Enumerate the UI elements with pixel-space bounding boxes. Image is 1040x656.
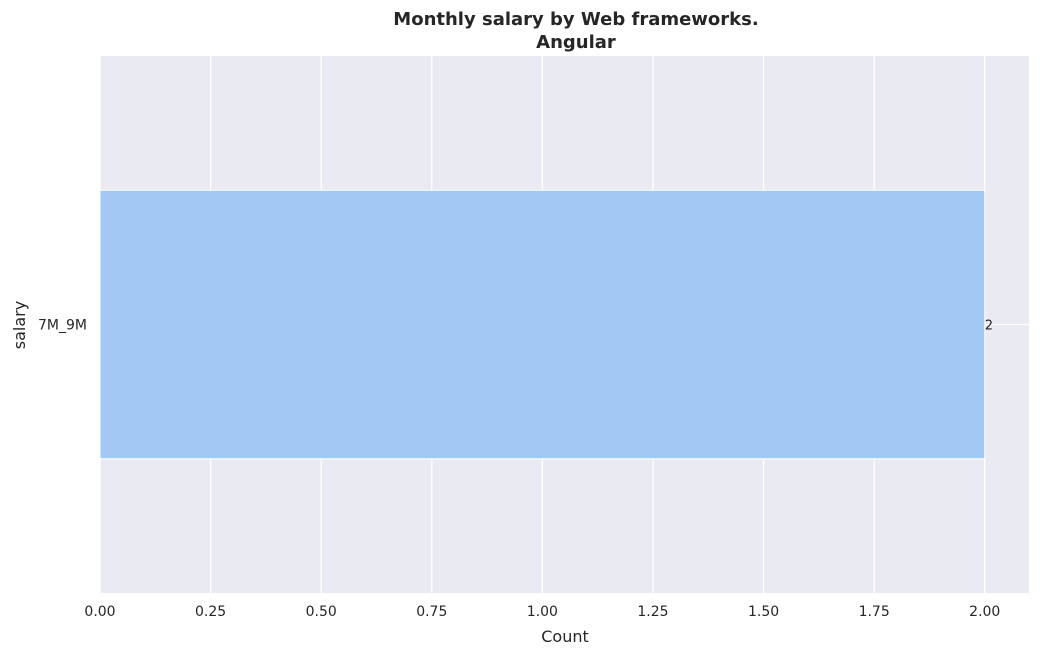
x-tick-label: 1.00 <box>527 604 558 620</box>
y-tick-label: 7M_9M <box>38 318 87 334</box>
y-tick-labels: 7M_9M <box>38 318 87 334</box>
x-tick-label: 0.00 <box>84 604 115 620</box>
chart-subtitle: Angular <box>536 32 616 53</box>
x-tick-label: 0.50 <box>306 604 337 620</box>
x-tick-label: 1.25 <box>637 604 668 620</box>
x-tick-label: 1.50 <box>748 604 779 620</box>
chart-title: Monthly salary by Web frameworks. <box>393 9 758 30</box>
x-tick-label: 2.00 <box>969 604 1000 620</box>
x-tick-label: 0.75 <box>416 604 447 620</box>
x-tick-label: 1.75 <box>859 604 890 620</box>
x-tick-label: 0.25 <box>195 604 226 620</box>
bars <box>99 189 986 460</box>
x-tick-labels: 0.00 0.25 0.50 0.75 1.00 1.25 1.50 1.75 2.00 <box>84 604 1000 620</box>
x-axis-label: Count <box>541 627 589 646</box>
y-axis-label: salary <box>10 301 29 349</box>
data-labels: 2 <box>985 319 993 334</box>
bar-value-label: 2 <box>985 319 993 334</box>
bar-7M_9M <box>99 189 986 460</box>
